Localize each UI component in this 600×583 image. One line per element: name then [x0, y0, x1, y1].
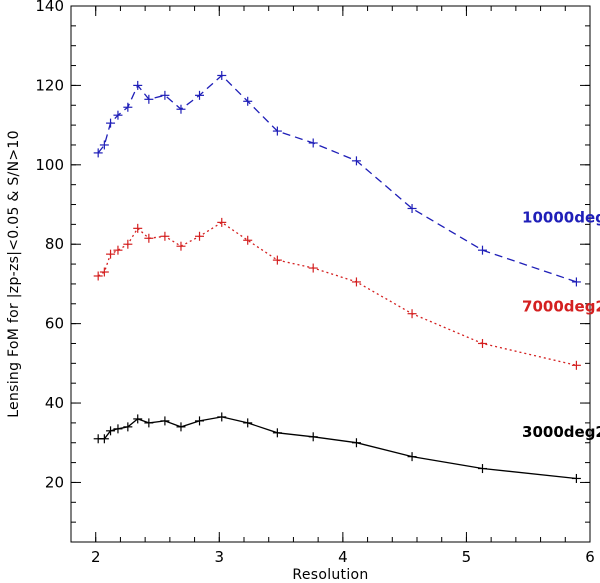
data-point — [571, 473, 581, 483]
axes: 2 3 4 5 6 20 40 60 80 100 120 140 — [35, 0, 594, 566]
data-point — [133, 414, 143, 424]
data-point — [217, 412, 227, 422]
data-point — [351, 277, 361, 287]
data-point — [477, 338, 487, 348]
data-point — [144, 418, 154, 428]
data-point — [351, 438, 361, 448]
data-point — [176, 104, 186, 114]
series-label-7000deg2: 7000deg2 — [522, 298, 600, 316]
data-point — [195, 416, 205, 426]
data-point — [176, 241, 186, 251]
data-point — [106, 249, 116, 259]
data-point — [243, 96, 253, 106]
data-point — [123, 239, 133, 249]
data-point — [243, 235, 253, 245]
data-point — [176, 422, 186, 432]
x-tick-label: 2 — [91, 548, 101, 566]
data-point — [160, 231, 170, 241]
data-point — [113, 424, 123, 434]
data-point — [243, 418, 253, 428]
data-point — [407, 452, 417, 462]
data-point — [99, 140, 109, 150]
data-point — [99, 434, 109, 444]
data-point — [272, 255, 282, 265]
data-point — [477, 464, 487, 474]
data-point — [217, 70, 227, 80]
y-tick-label: 40 — [45, 394, 64, 412]
x-tick-label: 4 — [338, 548, 348, 566]
data-point — [144, 233, 154, 243]
data-point — [272, 428, 282, 438]
data-point — [308, 138, 318, 148]
series-7000deg2 — [93, 217, 581, 370]
data-point — [133, 80, 143, 90]
y-tick-label: 80 — [45, 235, 64, 253]
series-line-7000deg2 — [97, 221, 577, 366]
data-point — [160, 416, 170, 426]
data-point — [308, 432, 318, 442]
data-point — [571, 277, 581, 287]
plot-frame — [70, 5, 591, 543]
labels: Resolution Lensing FoM for |zp-zs|<0.05 … — [6, 130, 600, 583]
y-tick-label: 60 — [45, 315, 64, 333]
series-line-3000deg2 — [98, 416, 577, 480]
series-10000deg2 — [93, 70, 581, 287]
x-tick-label: 3 — [215, 548, 225, 566]
x-axis-title: Resolution — [292, 567, 368, 583]
data-point — [113, 245, 123, 255]
data-point — [106, 426, 116, 436]
y-tick-label: 140 — [35, 0, 64, 15]
data-point — [571, 360, 581, 370]
y-tick-label: 100 — [35, 156, 64, 174]
data-point — [123, 102, 133, 112]
data-point — [308, 263, 318, 273]
x-tick-label: 6 — [585, 548, 595, 566]
data-point — [144, 94, 154, 104]
data-point — [93, 271, 103, 281]
plot-area — [93, 70, 581, 483]
data-point — [133, 223, 143, 233]
data-point — [407, 203, 417, 213]
series-label-10000deg2: 10000deg2 — [522, 208, 600, 226]
data-point — [272, 126, 282, 136]
data-point — [160, 90, 170, 100]
data-point — [351, 156, 361, 166]
data-point — [106, 118, 116, 128]
data-point — [123, 422, 133, 432]
series-3000deg2 — [93, 412, 581, 483]
data-point — [217, 217, 227, 227]
y-axis-title: Lensing FoM for |zp-zs|<0.05 & S/N>10 — [6, 130, 22, 418]
data-point — [195, 90, 205, 100]
data-point — [477, 245, 487, 255]
series-line-10000deg2 — [97, 74, 577, 283]
data-point — [93, 148, 103, 158]
data-point — [113, 110, 123, 120]
data-point — [195, 231, 205, 241]
y-tick-label: 120 — [35, 76, 64, 94]
series-label-3000deg2: 3000deg2 — [522, 423, 600, 441]
y-tick-label: 20 — [45, 473, 64, 491]
data-point — [407, 309, 417, 319]
x-tick-label: 5 — [462, 548, 472, 566]
data-point — [99, 267, 109, 277]
